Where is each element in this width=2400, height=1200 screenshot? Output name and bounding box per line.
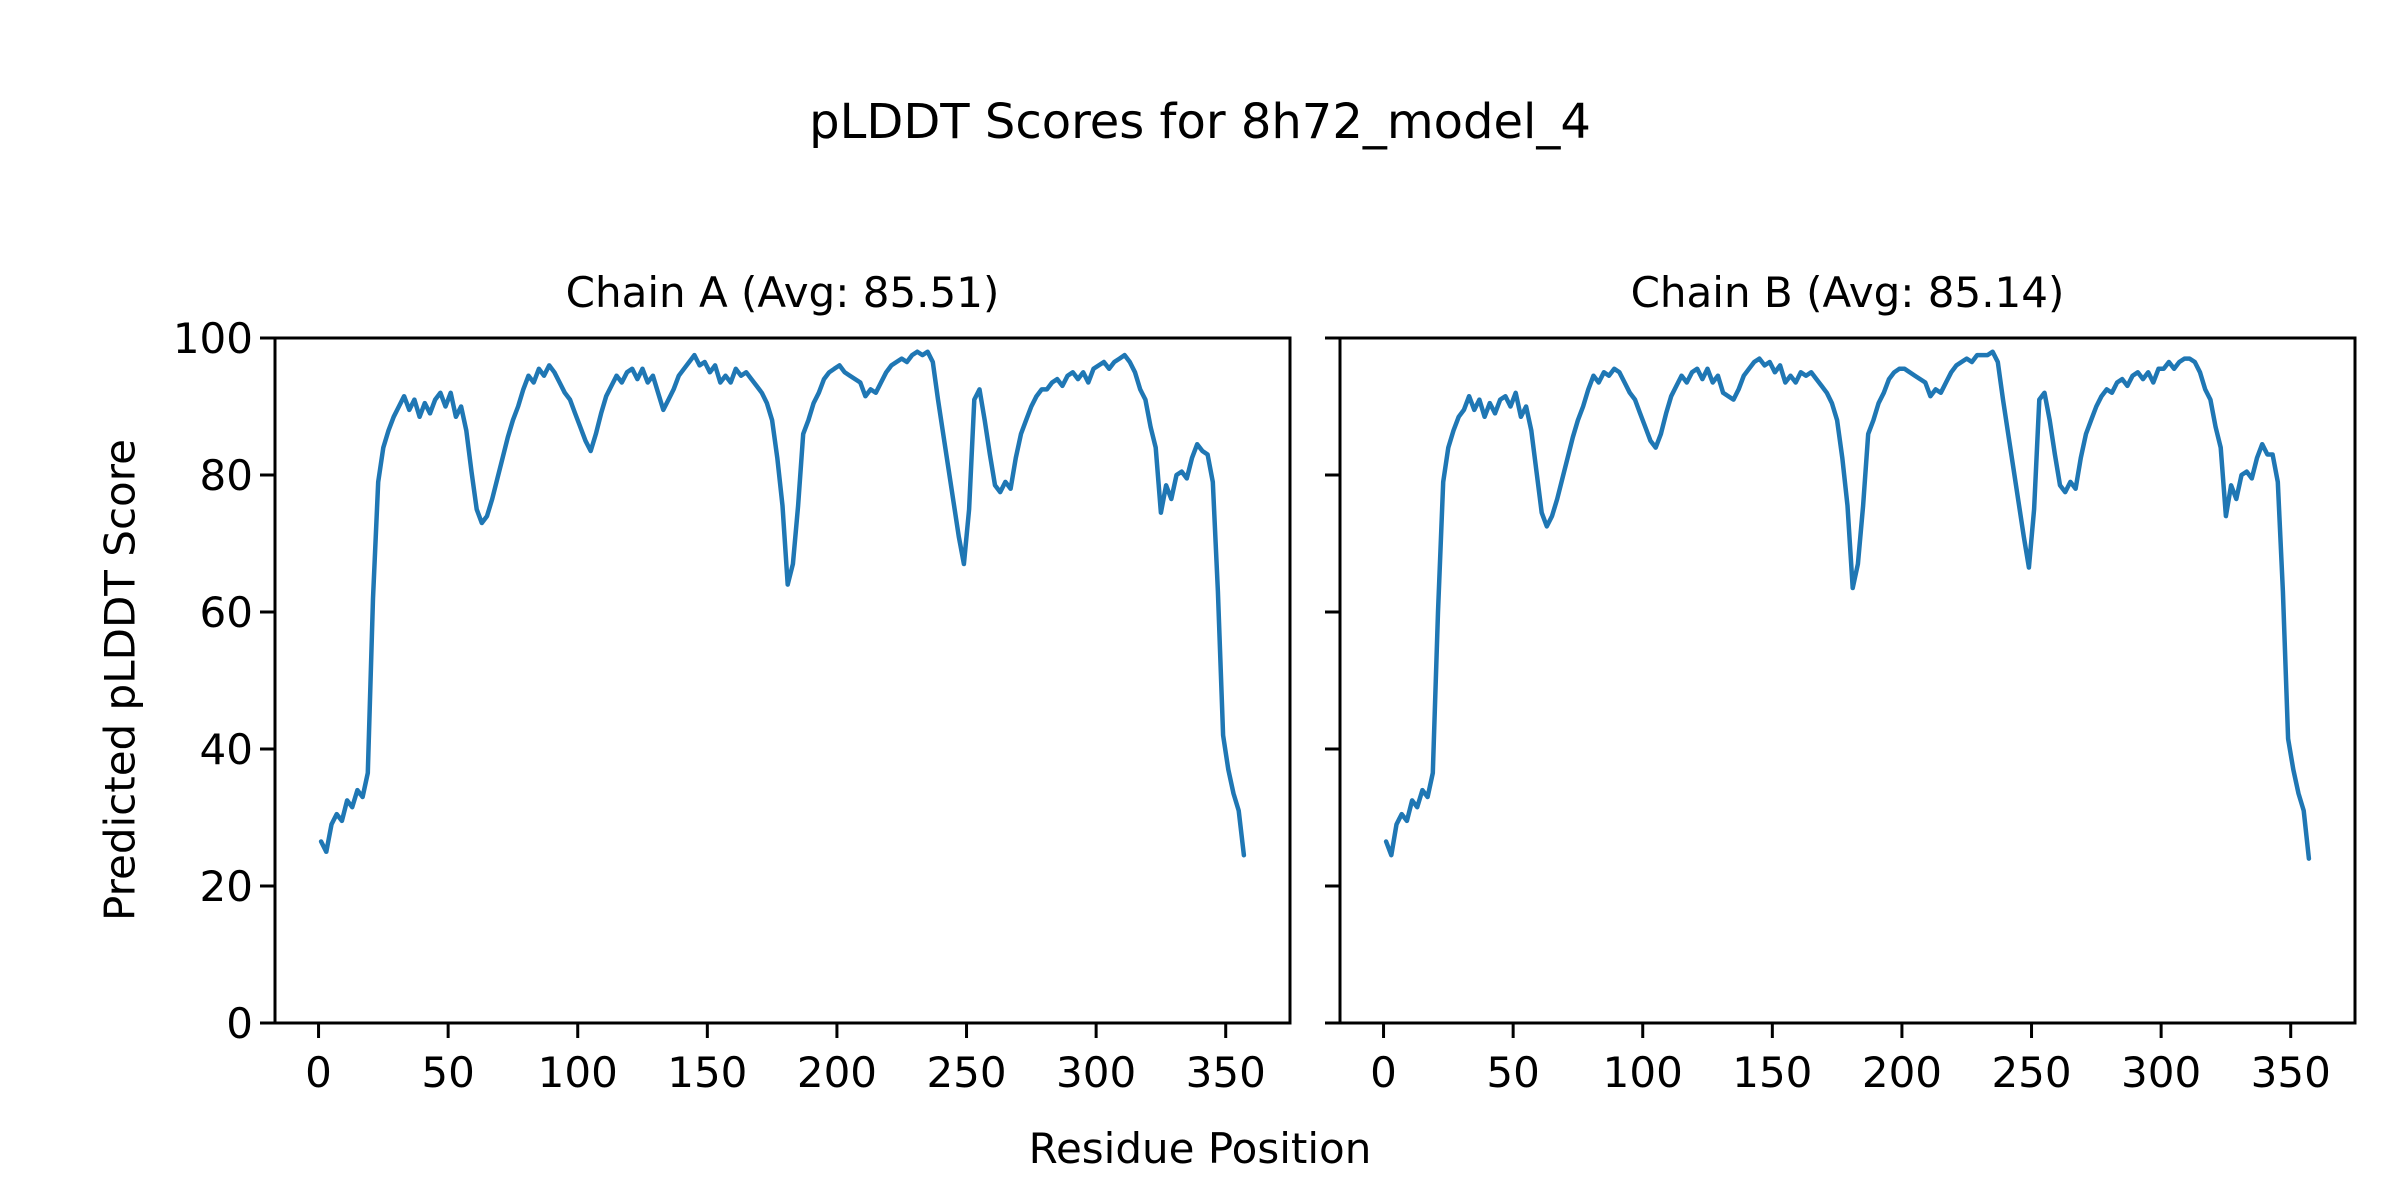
x-tick-label: 50 <box>421 1048 474 1097</box>
y-tick-label: 0 <box>226 999 253 1048</box>
x-tick-label: 200 <box>797 1048 877 1097</box>
x-tick-label: 150 <box>667 1048 747 1097</box>
x-tick-label: 50 <box>1486 1048 1539 1097</box>
x-tick-label: 250 <box>926 1048 1006 1097</box>
x-axis-label: Residue Position <box>1028 1124 1372 1173</box>
x-tick-label: 100 <box>1603 1048 1683 1097</box>
figure-title: pLDDT Scores for 8h72_model_4 <box>809 94 1591 150</box>
x-tick-label: 150 <box>1732 1048 1812 1097</box>
y-tick-label: 60 <box>200 588 253 637</box>
x-tick-label: 300 <box>2121 1048 2201 1097</box>
chain-a-subplot-title: Chain A (Avg: 85.51) <box>565 268 1000 317</box>
y-tick-label: 40 <box>200 725 253 774</box>
x-tick-label: 350 <box>1186 1048 1266 1097</box>
chain-b-subplot-title: Chain B (Avg: 85.14) <box>1630 268 2065 317</box>
plddt-line-chain-b <box>1383 349 2312 861</box>
plddt-line-chain-a <box>318 349 1247 858</box>
y-tick-label: 20 <box>200 862 253 911</box>
x-tick-label: 350 <box>2251 1048 2331 1097</box>
x-tick-label: 0 <box>1370 1048 1397 1097</box>
x-tick-label: 0 <box>305 1048 332 1097</box>
y-tick-label: 80 <box>200 451 253 500</box>
x-tick-label: 300 <box>1056 1048 1136 1097</box>
y-tick-label: 100 <box>173 314 253 363</box>
x-tick-label: 250 <box>1991 1048 2071 1097</box>
axes-frame <box>1338 336 2357 1025</box>
axes-frame <box>273 336 1292 1025</box>
x-tick-label: 100 <box>538 1048 618 1097</box>
x-tick-label: 200 <box>1862 1048 1942 1097</box>
